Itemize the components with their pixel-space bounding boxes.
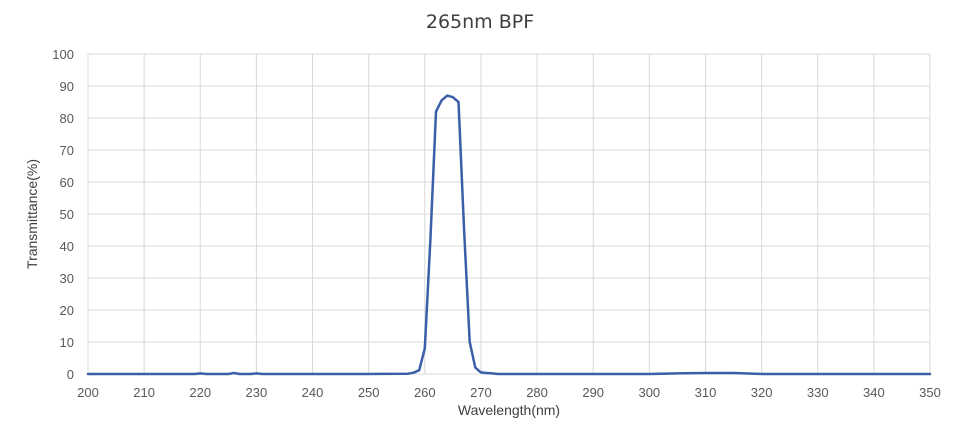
- y-axis-title: Transmittance(%): [24, 159, 40, 269]
- y-tick-labels: 0 10 20 30 40 50 60 70 80 90 100: [52, 47, 74, 382]
- x-tick-label: 230: [246, 385, 268, 400]
- y-tick-label: 100: [52, 47, 74, 62]
- y-tick-label: 70: [60, 143, 74, 158]
- x-tick-label: 320: [751, 385, 773, 400]
- grid-lines: [87, 53, 931, 375]
- y-tick-label: 20: [60, 303, 74, 318]
- y-tick-label: 10: [60, 335, 74, 350]
- x-tick-label: 240: [302, 385, 324, 400]
- x-tick-label: 330: [807, 385, 829, 400]
- x-tick-label: 310: [695, 385, 717, 400]
- y-tick-label: 0: [67, 367, 74, 382]
- y-tick-label: 80: [60, 111, 74, 126]
- x-tick-labels: 200 210 220 230 240 250 260 270 280 290 300 310 320 3…: [77, 385, 941, 400]
- x-tick-label: 260: [414, 385, 436, 400]
- y-tick-label: 30: [60, 271, 74, 286]
- x-tick-label: 270: [470, 385, 492, 400]
- x-tick-label: 280: [526, 385, 548, 400]
- y-tick-label: 60: [60, 175, 74, 190]
- chart-title: 265nm BPF: [426, 11, 534, 33]
- x-tick-label: 220: [189, 385, 211, 400]
- transmittance-series-line: [86, 94, 932, 376]
- x-tick-label: 340: [863, 385, 885, 400]
- series-group: [86, 94, 932, 376]
- y-tick-label: 40: [60, 239, 74, 254]
- y-tick-label: 90: [60, 79, 74, 94]
- x-tick-label: 210: [133, 385, 155, 400]
- x-tick-label: 350: [919, 385, 941, 400]
- x-tick-label: 250: [358, 385, 380, 400]
- x-tick-label: 200: [77, 385, 99, 400]
- x-tick-label: 290: [582, 385, 604, 400]
- x-axis-title: Wavelength(nm): [458, 402, 560, 418]
- x-tick-label: 300: [638, 385, 660, 400]
- y-tick-label: 50: [60, 207, 74, 222]
